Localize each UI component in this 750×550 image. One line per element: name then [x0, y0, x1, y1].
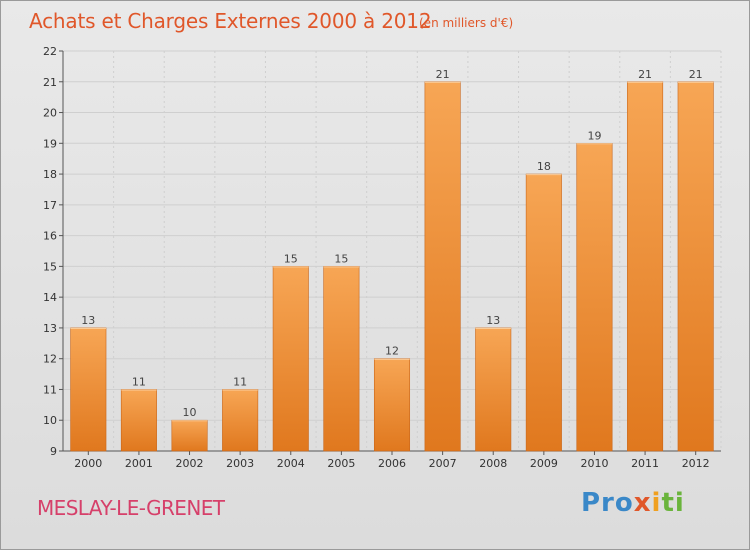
bar-2012	[677, 81, 714, 452]
x-tick-label: 2006	[378, 457, 406, 470]
data-label-2010: 19	[587, 129, 601, 142]
y-tick-label: 15	[43, 260, 57, 273]
data-label-2008: 13	[486, 314, 500, 327]
x-tick-label: 2002	[176, 457, 204, 470]
bar-2008	[475, 327, 512, 452]
bar-2004	[272, 266, 309, 452]
x-tick-label: 2003	[226, 457, 254, 470]
x-tick-label: 2011	[631, 457, 659, 470]
commune-name: MESLAY-LE-GRENET	[37, 496, 225, 520]
bar-2000	[70, 327, 107, 452]
y-tick-label: 22	[43, 45, 57, 58]
y-tick-label: 14	[43, 291, 57, 304]
chart-title: Achats et Charges Externes 2000 à 2012	[29, 9, 432, 33]
y-tick-label: 10	[43, 414, 57, 427]
x-tick-label: 2012	[682, 457, 710, 470]
data-label-2006: 12	[385, 345, 399, 358]
data-label-2003: 11	[233, 375, 247, 388]
x-tick-label: 2004	[277, 457, 305, 470]
chart-unit-subtitle: (en milliers d'€)	[419, 16, 514, 30]
bar-2003	[222, 389, 259, 452]
x-tick-label: 2009	[530, 457, 558, 470]
logo-part: i	[651, 488, 662, 518]
data-label-2004: 15	[284, 252, 298, 265]
bar-2009	[525, 173, 562, 452]
y-tick-label: 12	[43, 353, 57, 366]
x-tick-label: 2010	[580, 457, 608, 470]
y-tick-label: 13	[43, 322, 57, 335]
y-tick-label: 19	[43, 137, 57, 150]
y-tick-label: 11	[43, 383, 57, 396]
x-tick-label: 2008	[479, 457, 507, 470]
bars	[70, 81, 714, 452]
data-label-2005: 15	[334, 252, 348, 265]
data-label-2012: 21	[689, 68, 703, 81]
bar-2006	[373, 358, 411, 452]
x-tick-label: 2001	[125, 457, 153, 470]
y-tick-label: 18	[43, 168, 57, 181]
data-label-2011: 21	[638, 68, 652, 81]
proxiti-logo[interactable]: Proxiti	[581, 488, 685, 518]
y-tick-label: 20	[43, 107, 57, 120]
logo-part: x	[633, 488, 652, 518]
bar-2001	[120, 389, 157, 452]
bar-2002	[171, 419, 208, 452]
y-tick-label: 21	[43, 76, 57, 89]
bar-2005	[323, 266, 360, 452]
logo-part: ti	[661, 488, 685, 518]
data-label-2007: 21	[436, 68, 450, 81]
x-tick-label: 2000	[74, 457, 102, 470]
bar-2010	[576, 143, 613, 452]
bar-2007	[424, 81, 461, 452]
axes: 9 10 11 12 13 14 15 16 17 18 19 20 21 22 2000 2001 2002 2…	[43, 45, 721, 470]
logo-part: Pro	[581, 488, 634, 518]
bar-2011	[627, 81, 664, 452]
data-label-2001: 11	[132, 375, 146, 388]
data-label-2009: 18	[537, 160, 551, 173]
data-labels: 13 11 10 11 15 15 12 21 13 18 19 21 21	[81, 68, 702, 419]
x-tick-label: 2005	[327, 457, 355, 470]
y-tick-label: 17	[43, 199, 57, 212]
y-tick-label: 9	[50, 445, 57, 458]
data-label-2000: 13	[81, 314, 95, 327]
y-tick-label: 16	[43, 230, 57, 243]
data-label-2002: 10	[183, 406, 197, 419]
x-tick-label: 2007	[429, 457, 457, 470]
